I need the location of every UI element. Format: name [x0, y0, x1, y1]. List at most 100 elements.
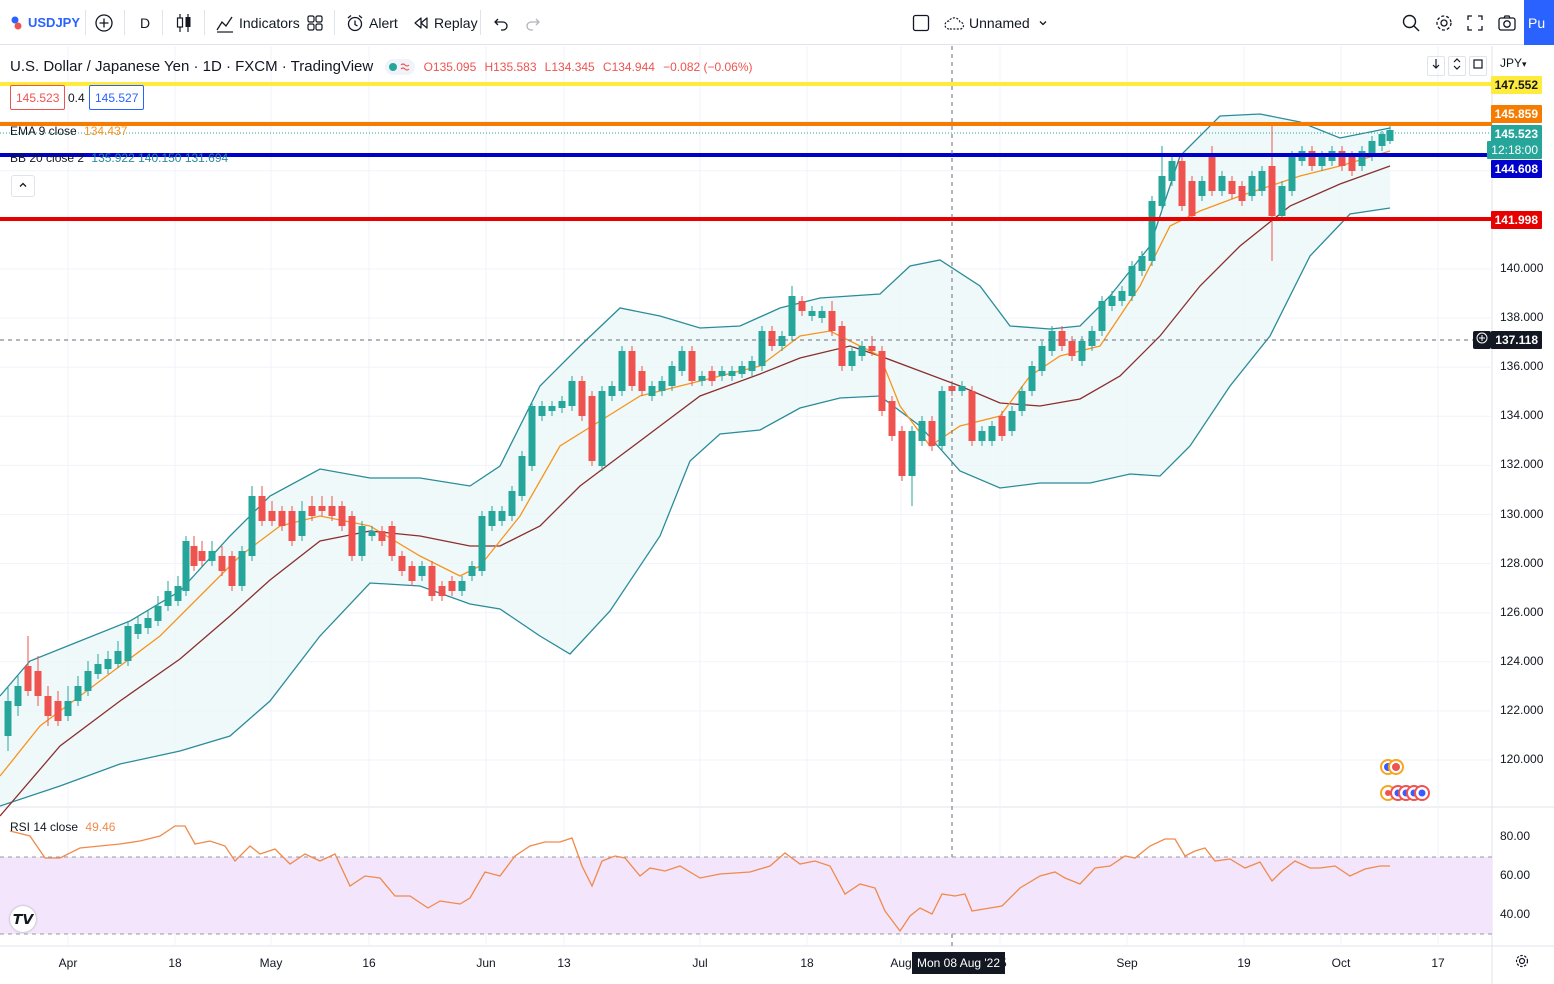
candle-body: [808, 311, 816, 316]
candle-body: [368, 531, 376, 536]
candle-body: [558, 401, 566, 408]
candle-body: [1148, 201, 1156, 261]
snapshot-button[interactable]: [1497, 0, 1517, 45]
fullscreen-button[interactable]: [1466, 0, 1484, 45]
candle-body: [124, 626, 132, 661]
replay-label: Replay: [434, 14, 478, 31]
replay-button[interactable]: Replay: [412, 0, 478, 45]
candle-body: [258, 496, 266, 521]
candle-body: [1118, 291, 1126, 301]
chart-area[interactable]: U.S. Dollar / Japanese Yen · 1D · FXCM ·…: [0, 46, 1554, 984]
sell-price-box[interactable]: 145.523: [10, 85, 66, 110]
candle-body: [1078, 341, 1086, 361]
candle-body: [24, 666, 32, 691]
candle-body: [268, 511, 276, 521]
candle-body: [868, 346, 876, 351]
candle-body: [1128, 266, 1136, 296]
chart-type-button[interactable]: [175, 0, 193, 45]
chevron-down-icon: [1038, 18, 1048, 28]
bb-label: BB 20 close 2: [10, 151, 85, 165]
bollinger-upper-line: [0, 113, 1391, 697]
symbol-logo-icon: [10, 16, 24, 30]
candle-body: [918, 421, 926, 441]
candle-body: [190, 546, 198, 566]
rsi-label: RSI 14 close: [10, 820, 79, 834]
move-pane-down-button[interactable]: [1427, 56, 1445, 76]
candle-body: [788, 296, 796, 336]
settings-button[interactable]: [1434, 0, 1454, 45]
reset-pane-button[interactable]: [1469, 56, 1487, 76]
bb-legend[interactable]: BB 20 close 2 135.922 140.150 131.694: [10, 151, 228, 165]
candle-body: [468, 566, 476, 576]
candle-body: [1188, 181, 1196, 216]
publish-button[interactable]: Pu: [1524, 0, 1554, 45]
candle-body: [1268, 166, 1276, 216]
economic-events-icon[interactable]: [1380, 755, 1440, 812]
candle-body: [478, 516, 486, 571]
candle-body: [238, 551, 246, 586]
toolbar-divider: [124, 10, 125, 35]
axis-settings-button[interactable]: [1511, 952, 1533, 974]
candle-body: [848, 351, 856, 366]
compare-button[interactable]: [94, 0, 114, 45]
interval-button[interactable]: D: [140, 0, 150, 45]
currency-selector[interactable]: JPY▾: [1500, 56, 1527, 70]
time-tick-label: Aug: [890, 956, 912, 970]
candle-body: [838, 326, 846, 366]
candle-body: [134, 624, 142, 634]
candle-body: [938, 391, 946, 446]
candle-body: [174, 586, 182, 601]
candle-body: [288, 511, 296, 541]
select-checkbox[interactable]: [912, 0, 930, 45]
candle-body: [228, 556, 236, 586]
indicators-button[interactable]: Indicators: [215, 0, 300, 45]
symbol-search-button[interactable]: USDJPY: [10, 0, 80, 45]
candle-body: [678, 351, 686, 371]
yellow-line-label: 147.552: [1490, 76, 1542, 94]
collapse-legend-button[interactable]: [11, 175, 35, 197]
candle-body: [1358, 151, 1366, 166]
tradingview-logo[interactable]: 𝙏𝙑: [10, 906, 36, 932]
price-tick-label: 138.000: [1500, 310, 1544, 325]
maximize-pane-button[interactable]: [1448, 56, 1466, 76]
candle-body: [1008, 411, 1016, 431]
undo-button[interactable]: [492, 0, 510, 45]
candle-body: [1368, 141, 1376, 156]
candle-body: [84, 671, 92, 691]
candle-body: [154, 606, 162, 621]
candle-body: [1308, 151, 1316, 166]
templates-button[interactable]: [306, 0, 324, 45]
toolbar-divider: [204, 10, 205, 35]
rsi-tick-label: 60.00: [1500, 868, 1531, 882]
add-alert-button[interactable]: [1473, 331, 1491, 349]
bb-values: 135.922 140.150 131.694: [91, 151, 229, 165]
rsi-tick-label: 40.00: [1500, 907, 1531, 921]
time-tick-label: Apr: [58, 956, 78, 970]
gear-icon: [1514, 953, 1530, 974]
candle-body: [1338, 151, 1346, 166]
candle-body: [588, 396, 596, 461]
rsi-legend[interactable]: RSI 14 close 49.46: [10, 820, 115, 834]
toolbar-divider: [85, 10, 86, 35]
candle-body: [1178, 161, 1186, 206]
layout-name-label: Unnamed: [969, 14, 1030, 31]
ohlc-close: C134.944: [602, 60, 655, 74]
candle-body: [418, 566, 426, 576]
buy-price-box[interactable]: 145.527: [89, 85, 145, 110]
cloud-icon: [943, 14, 965, 32]
candle-body: [1098, 301, 1106, 331]
search-button[interactable]: [1401, 0, 1421, 45]
candle-body: [1168, 161, 1176, 181]
alert-button[interactable]: Alert: [345, 0, 398, 45]
candle-body: [668, 366, 676, 386]
redo-icon: [524, 14, 542, 32]
chevron-up-icon: [18, 177, 28, 195]
candle-body: [1386, 130, 1394, 141]
candle-body: [1288, 156, 1296, 191]
ema-legend[interactable]: EMA 9 close 134.437: [10, 124, 127, 138]
redo-button[interactable]: [524, 0, 542, 45]
candle-body: [498, 511, 506, 521]
layout-name-button[interactable]: Unnamed: [943, 0, 1048, 45]
chart-canvas[interactable]: [0, 46, 1554, 984]
candle-body: [248, 496, 256, 556]
